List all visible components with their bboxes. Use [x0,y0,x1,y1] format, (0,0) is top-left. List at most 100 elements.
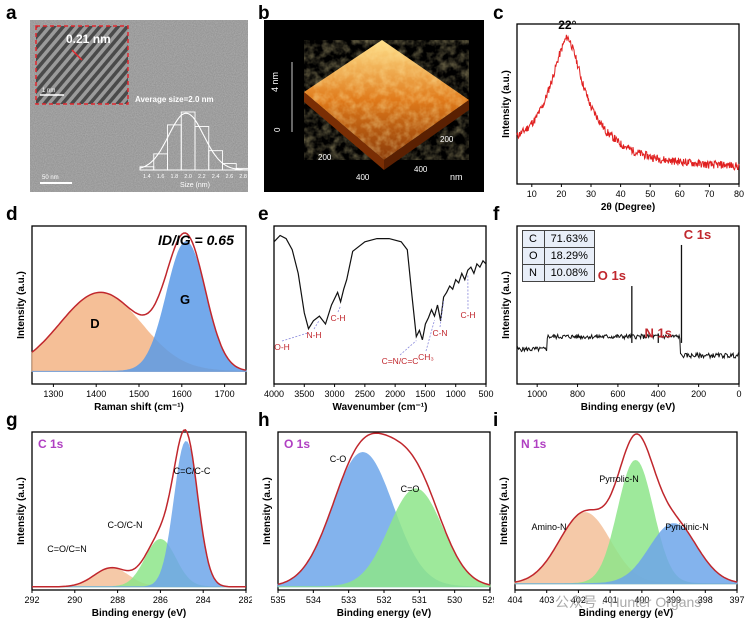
histogram-tick-label: 2.8 [239,174,247,180]
x-axis-label: Binding energy (eV) [337,608,431,619]
z-axis-zero: 0 [273,127,282,132]
x-axis-label: Raman shift (cm⁻¹) [94,402,184,413]
y-axis-label: Intensity (a.u.) [501,70,512,138]
panel-label-a: a [6,3,17,24]
ftir-chart: 4000 3500 3000 2500 2000 1500 1000 500 Wavenumbe… [264,225,494,413]
y-axis-label: Intensity (a.u.) [262,477,273,545]
x-tick-label: 1500 [415,389,435,399]
x-tick-label: 1400 [86,389,106,399]
x-tick-label: 4000 [264,389,284,399]
x-tick-label: 532 [376,595,391,605]
x-tick-label: 286 [153,595,168,605]
percent-cell: 10.08% [543,264,595,282]
x-axis-label: Binding energy (eV) [92,608,186,619]
panel-title: N 1s [521,437,547,451]
band-annotation: CH₃ [418,352,434,362]
x-tick-label: 531 [412,595,427,605]
ftir-line [273,234,487,340]
x-tick-label: 1700 [215,389,235,399]
panel-title: O 1s [284,437,310,451]
unit-label: nm [450,172,463,182]
element-composition-table: C 71.63% O 18.29% N 10.08% [522,230,595,282]
envelope-line [277,432,491,586]
x-tick-label: 1600 [172,389,192,399]
tem-image-panel: 0.21 nm 1 nm 50 nm Average size=2.0 nm 1… [30,20,248,192]
x-tick-label: 402 [571,595,586,605]
peak-name-label: Pyrrolic-N [599,474,639,484]
annotation-pointer [281,332,309,342]
xps-c1s-chart: 292 290 288 286 284 282 Binding energy (eV) Int… [16,429,252,619]
tem-inset: 0.21 nm 1 nm [35,25,129,105]
panel-label-f: f [493,204,500,225]
band-annotation: C=N/C=C [382,356,419,366]
x-tick-label: 399 [666,595,681,605]
afm-side-right [384,100,469,170]
x-tick-label: 282 [238,595,252,605]
x-tick-label: 398 [698,595,713,605]
x-tick-label: 30 [586,189,596,199]
peak-label: N 1s [645,325,672,340]
inset-scale-label: 1 nm [42,88,55,94]
xrd-line [516,34,740,171]
band-annotation: C-H [330,313,345,323]
table-row: N 10.08% [522,264,595,282]
inset-spacing-label: 0.21 nm [66,32,111,46]
size-histogram: 1.4 1.6 1.8 2.0 2.2 2.4 2.6 2.8 Size (nm) [139,111,248,189]
x-tick-label: 288 [110,595,125,605]
y-axis-label: Intensity (a.u.) [16,477,27,545]
peak-name-label: Pyridinic-N [665,522,709,532]
x-tick-label: 1500 [129,389,149,399]
x-tick-label: 70 [704,189,714,199]
table-row: C 71.63% [522,230,595,248]
table-row: O 18.29% [522,247,595,265]
histogram-tick-label: 1.8 [171,174,179,180]
histogram-tick-label: 1.4 [143,174,151,180]
z-axis-label: 4 nm [270,72,280,92]
peak-name-label: G [180,292,190,307]
x-tick-label: 2500 [355,389,375,399]
histogram-x-label: Size (nm) [180,182,210,189]
histogram-tick-label: 2.2 [198,174,206,180]
x-tick-label: 397 [729,595,744,605]
x-axis-label: Wavenumber (cm⁻¹) [333,402,428,413]
x-tick-label: 400 [651,389,666,399]
x-tick-label: 404 [507,595,522,605]
x-tick-400: 400 [356,173,370,182]
percent-cell: 71.63% [543,230,595,248]
histogram-tick-label: 2.4 [212,174,220,180]
peak-name-label: D [90,316,99,331]
xps-o1s-chart: 535 534 533 532 531 530 529 Binding energy (eV)… [262,431,494,619]
x-tick-label: 10 [527,189,537,199]
x-tick-label: 535 [270,595,285,605]
xps-n1s-chart: 404 403 402 401 400 399 398 397 Binding energy (… [499,431,745,619]
x-tick-label: 3000 [325,389,345,399]
histogram-tick-label: 2.6 [226,174,234,180]
x-tick-label: 534 [306,595,321,605]
envelope-line [514,433,738,583]
plot-frame [273,225,487,385]
peak-name-label: C=C/C-C [174,466,211,476]
peak-label: 22° [558,18,576,32]
annotation-pointer [313,319,320,330]
histogram-tick-label: 2.0 [184,174,192,180]
y-axis-label: Intensity (a.u.) [16,271,27,339]
plot-frame [514,431,738,591]
panel-label-d: d [6,204,18,225]
annotation-pointer [399,340,417,356]
x-axis-label: Binding energy (eV) [579,608,673,619]
panel-label-c: c [493,3,504,24]
x-tick-label: 530 [447,595,462,605]
histogram-tick-label: 1.6 [157,174,165,180]
watermark: 公众号 · Hunter Organs [555,594,702,610]
panel-title: C 1s [38,437,64,451]
x-tick-label: 600 [610,389,625,399]
y-axis-label: Intensity (a.u.) [501,271,512,339]
peak-name-label: C-O/C-N [108,520,143,530]
x-tick-label: 290 [67,595,82,605]
x-axis-label: 2θ (Degree) [601,202,655,213]
element-cell: O [522,247,545,265]
gaussian-fit-line [139,112,248,171]
element-cell: N [522,264,545,282]
band-annotation: O-H [274,342,290,352]
x-tick-label: 3500 [294,389,314,399]
